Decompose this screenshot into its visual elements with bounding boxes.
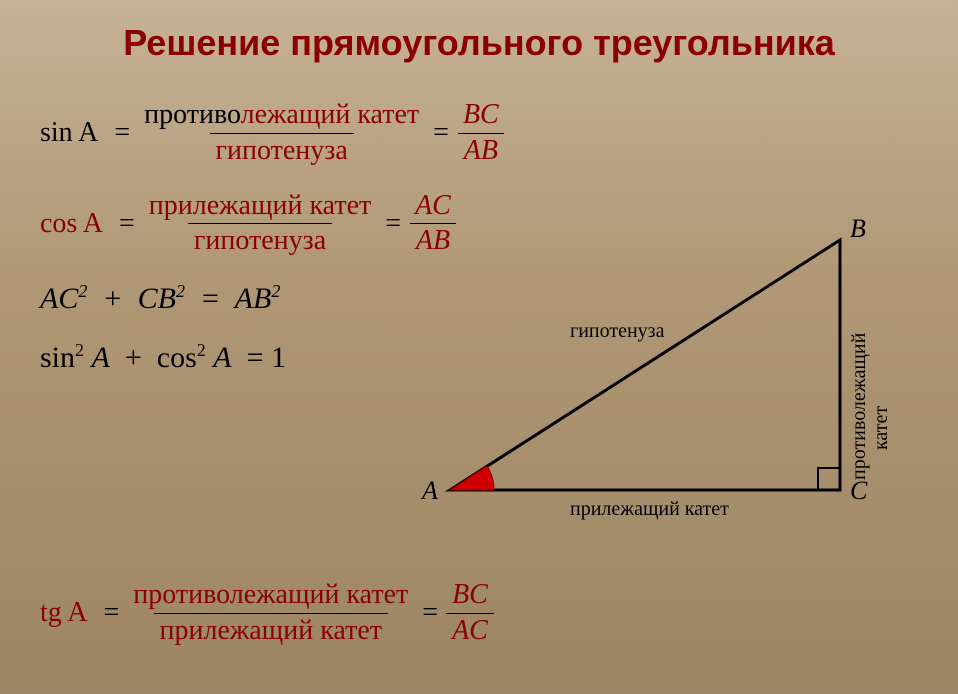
trig-eq1: = 1 xyxy=(247,341,286,374)
trig-A1: A xyxy=(92,341,110,374)
tan-sym-frac: BC AC xyxy=(446,580,494,647)
vertex-C: C xyxy=(850,476,867,506)
slide-root: Решение прямоугольного треугольника sin … xyxy=(0,0,958,694)
equals-sign: = xyxy=(385,208,401,240)
equals-sign: = xyxy=(422,597,438,629)
trig-sin: sin xyxy=(40,341,75,374)
equals-sign: = xyxy=(119,208,135,240)
trig-plus: + xyxy=(125,341,142,374)
vertex-B: B xyxy=(850,214,866,244)
triangle-svg xyxy=(430,220,890,520)
label-hypotenuse: гипотенуза xyxy=(570,320,664,343)
sin-sym-frac: BC AB xyxy=(457,100,505,167)
pyth-plus: + xyxy=(102,282,122,315)
formula-tan: tg A = противолежащий катет прилежащий к… xyxy=(40,580,494,647)
equals-sign: = xyxy=(433,117,449,149)
trig-cos: cos xyxy=(157,341,197,374)
tan-lhs: tg A xyxy=(40,597,87,629)
sin-num-sym: BC xyxy=(457,100,505,133)
equals-sign: = xyxy=(114,117,130,149)
tan-num-word: противолежащий катет xyxy=(127,580,414,613)
tan-num-p1: противо xyxy=(133,579,230,610)
pyth-ac: AC xyxy=(40,282,78,315)
angle-marker xyxy=(450,466,494,490)
label-adjacent: прилежащий катет xyxy=(570,498,729,521)
sin-text: sin A xyxy=(40,117,98,148)
sin-lhs: sin A xyxy=(40,117,98,149)
tan-word-frac: противолежащий катет прилежащий катет xyxy=(127,580,414,647)
cos-num-word: прилежащий катет xyxy=(143,191,377,224)
tan-den-sym: AC xyxy=(446,613,494,647)
pyth-cb: CB xyxy=(138,282,176,315)
sin-den-word: гипотенуза xyxy=(210,133,354,167)
trig-A2: A xyxy=(213,341,231,374)
cos-den-word: гипотенуза xyxy=(188,223,332,257)
pyth-ab: AB xyxy=(235,282,272,315)
tan-num-p2: лежащий катет xyxy=(230,579,409,610)
sin-den-sym: AB xyxy=(458,133,504,167)
cos-lhs: cos A xyxy=(40,208,103,240)
equals-sign: = xyxy=(103,597,119,629)
cos-num-sym: AC xyxy=(409,191,457,224)
trig-id-expr: sin2 A + cos2 A = 1 xyxy=(40,340,286,375)
label-opposite-1: противолежащий xyxy=(848,280,871,480)
sin-num-word: противолежащий катет xyxy=(138,100,425,133)
tan-den-word: прилежащий катет xyxy=(154,613,388,647)
page-title: Решение прямоугольного треугольника xyxy=(0,22,958,64)
sin-num-p2: лежащий катет xyxy=(241,99,420,130)
sin-word-frac: противолежащий катет гипотенуза xyxy=(138,100,425,167)
vertex-A: A xyxy=(422,476,438,506)
pyth-eq: = xyxy=(200,282,220,315)
sin-num-p1: противо xyxy=(144,99,241,130)
formula-sin: sin A = противолежащий катет гипотенуза … xyxy=(40,100,505,167)
pyth-expr: AC2 + CB2 = AB2 xyxy=(40,281,280,316)
triangle-diagram: A B C гипотенуза прилежащий катет против… xyxy=(430,220,890,520)
tan-num-sym: BC xyxy=(446,580,494,613)
label-opposite-2: катет xyxy=(870,330,893,450)
cos-word-frac: прилежащий катет гипотенуза xyxy=(143,191,377,258)
right-angle-icon xyxy=(818,468,840,490)
triangle-outline xyxy=(450,240,840,490)
